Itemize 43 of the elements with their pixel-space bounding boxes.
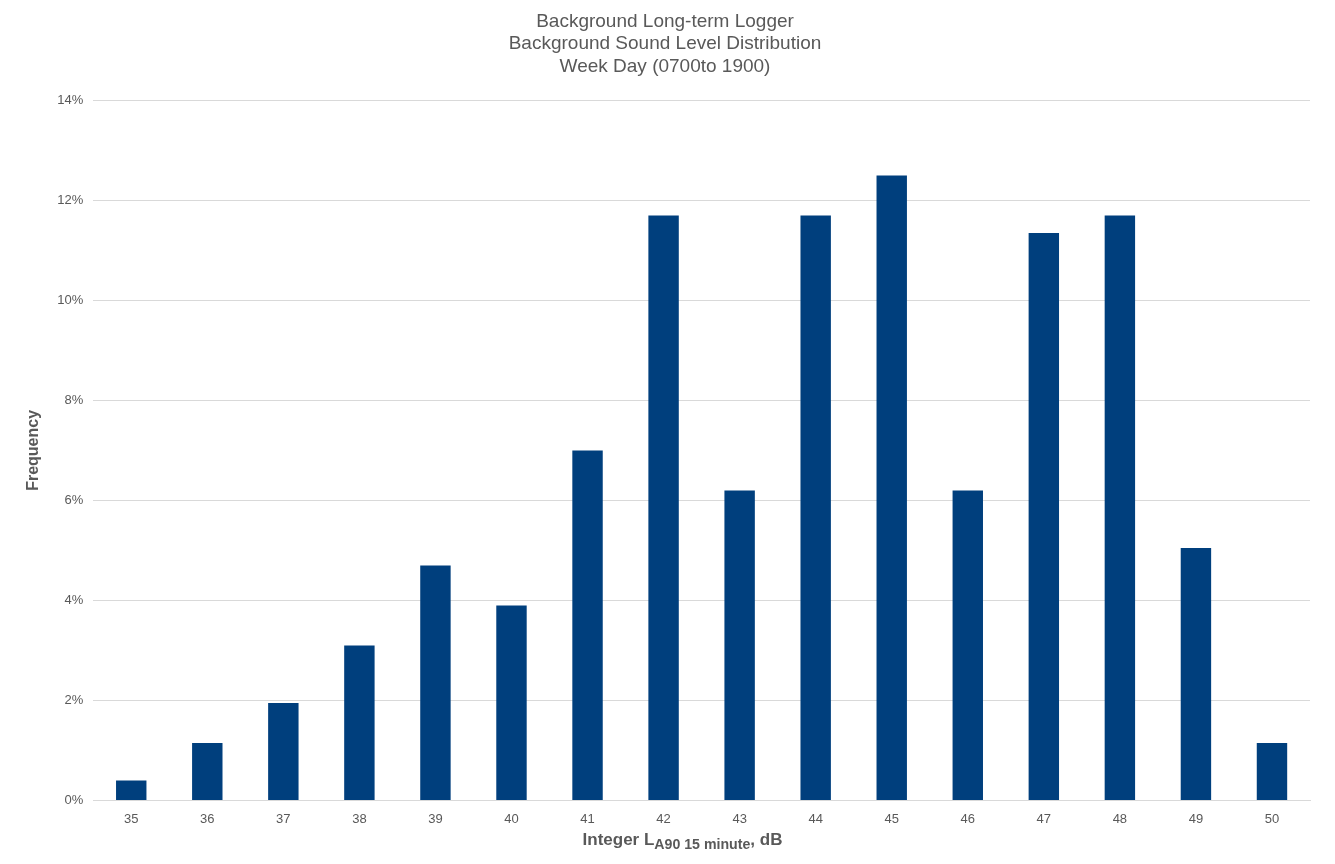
y-axis-title: Frequency: [24, 409, 42, 491]
bar: [344, 645, 375, 800]
x-tick-label: 44: [808, 810, 823, 826]
x-tick-label: 35: [124, 810, 139, 826]
x-tick-label: 37: [276, 810, 291, 826]
bar: [268, 702, 299, 800]
x-tick-label: 41: [580, 810, 595, 826]
x-tick-label: 45: [884, 810, 899, 826]
x-axis-title: Integer L$_{A90 15 minute}$, dB: [581, 830, 784, 853]
bar: [192, 742, 223, 800]
x-tick-label: 49: [1188, 810, 1204, 826]
bar: [420, 565, 451, 800]
y-tick-label: 10%: [57, 291, 84, 307]
bar: [648, 215, 679, 800]
x-tick-label: 36: [200, 810, 215, 826]
x-tick-label: 39: [428, 810, 443, 826]
x-tick-label: 38: [352, 810, 367, 826]
y-tick-label: 14%: [57, 91, 84, 107]
y-tick-label: 0%: [64, 791, 84, 807]
bar: [1256, 742, 1288, 800]
x-tick-label: 46: [960, 810, 976, 826]
bar: [1028, 232, 1060, 800]
bar: [724, 490, 755, 800]
bar: [496, 605, 527, 800]
x-tick-label: 50: [1264, 810, 1280, 826]
y-tick-label: 4%: [64, 591, 84, 607]
y-tick-label: 6%: [64, 491, 84, 507]
bar: [952, 490, 983, 800]
chart-title: Background Long-term Logger Background Sound Level Distribution Week Day (0700to 1900): [508, 9, 822, 77]
y-tick-label: 2%: [64, 691, 84, 707]
bar: [116, 780, 147, 800]
bar: [876, 175, 907, 800]
x-tick-label: 48: [1112, 810, 1128, 826]
x-tick-label: 42: [656, 810, 671, 826]
x-tick-label: 47: [1036, 810, 1052, 826]
bar: [800, 215, 831, 800]
x-tick-label: 40: [504, 810, 519, 826]
y-tick-label: 8%: [64, 391, 84, 407]
y-tick-label: 12%: [57, 191, 84, 207]
bar: [1104, 215, 1136, 800]
bar: [572, 450, 603, 800]
bar: [1180, 547, 1212, 800]
x-tick-label: 43: [732, 810, 747, 826]
